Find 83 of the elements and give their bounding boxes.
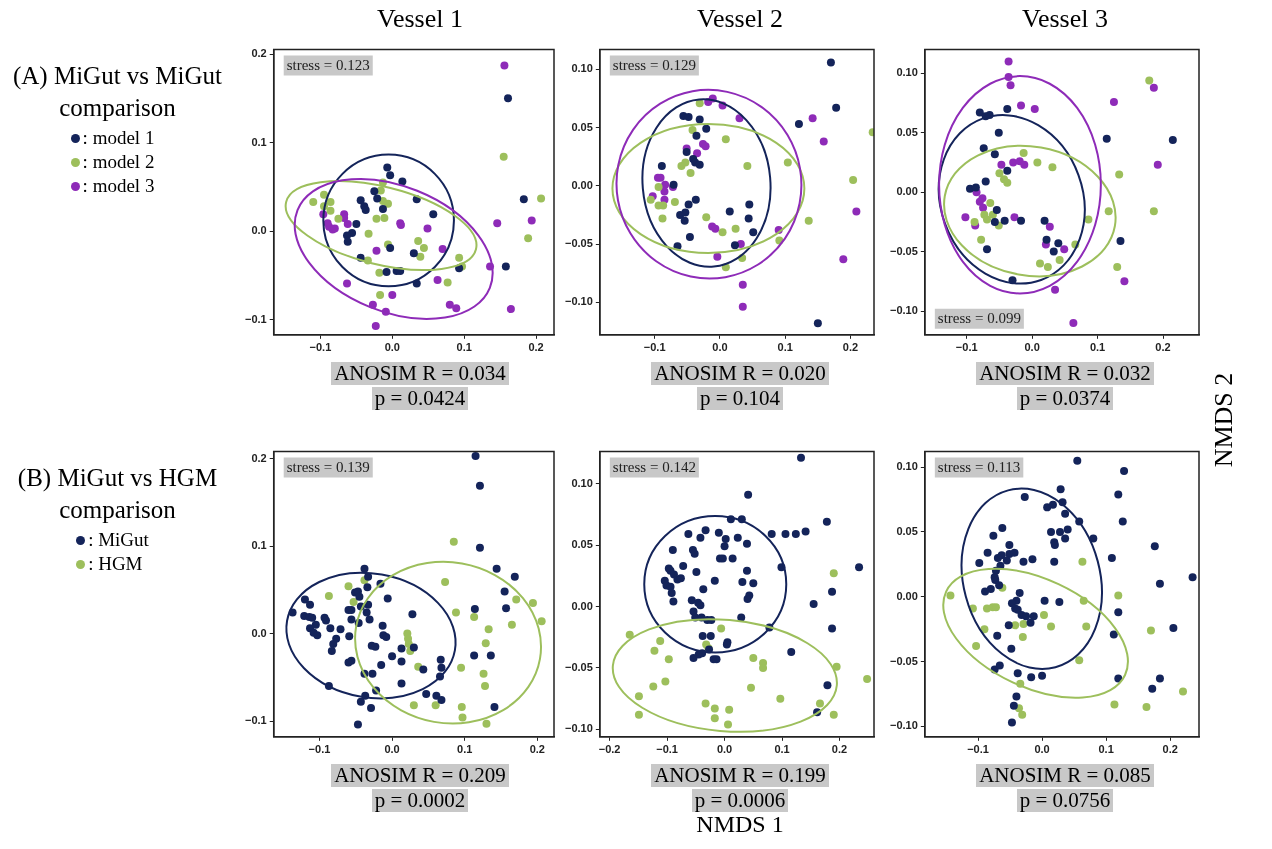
y-tick-label: −0.10: [564, 722, 593, 735]
text: ANOSIM R = 0.020: [651, 361, 829, 385]
y-tick-label: 0.10: [896, 460, 918, 473]
x-tick-label: −0.1: [308, 743, 331, 756]
y-tick-label: 0.00: [571, 178, 593, 191]
y-tick-label: −0.10: [889, 719, 918, 732]
y-tick-label: 0.2: [251, 47, 267, 60]
legend-title: (A) MiGut vs MiGut comparison: [11, 61, 223, 123]
x-tick-label: −0.2: [598, 743, 621, 756]
text: p = 0.0006: [691, 788, 789, 812]
chart-title: Vessel 1: [376, 4, 464, 34]
annotation: stress = 0.139: [286, 458, 370, 475]
y-tick-label: 0.1: [251, 135, 267, 148]
legend-label: : MiGut: [88, 528, 149, 552]
y-tick-label: −0.10: [889, 304, 918, 317]
x-tick-label: 0.2: [1162, 743, 1178, 756]
text: p = 0.104: [696, 386, 784, 410]
chart-title: Vessel 2: [696, 4, 784, 34]
y-tick-label: −0.1: [245, 714, 267, 727]
text: p = 0.0002: [371, 788, 469, 812]
x-tick-label: −0.1: [967, 743, 989, 756]
legend-label: : model 2: [82, 150, 155, 174]
text: p = 0.0424: [371, 386, 469, 410]
y-tick-label: −0.1: [245, 312, 267, 325]
annotation: stress = 0.142: [612, 458, 696, 475]
x-tick-label: 0.1: [777, 341, 793, 354]
chart-title: Vessel 3: [1021, 4, 1109, 34]
text: p = 0.0756: [1016, 788, 1114, 812]
y-tick-label: −0.10: [564, 295, 593, 308]
y-tick-label: 0.2: [251, 451, 267, 464]
annotation: stress = 0.129: [612, 56, 696, 73]
x-axis-title: NMDS 1: [696, 811, 785, 838]
x-tick-label: 0.2: [1155, 341, 1171, 354]
text: ANOSIM R = 0.199: [651, 763, 829, 787]
x-tick-label: 0.0: [1034, 743, 1050, 756]
annotation: stress = 0.123: [286, 56, 370, 73]
y-tick-label: 0.00: [571, 599, 593, 612]
x-tick-label: 0.2: [831, 743, 848, 756]
x-tick-label: 0.2: [529, 743, 545, 756]
x-tick-label: 0.2: [528, 341, 544, 354]
y-tick-label: −0.05: [564, 237, 593, 250]
x-tick-label: 0.1: [457, 743, 473, 756]
y-tick-label: 0.10: [571, 476, 593, 489]
text: p = 0.0374: [1016, 386, 1114, 410]
x-tick-label: 0.0: [384, 341, 400, 354]
y-tick-label: 0.10: [896, 66, 918, 79]
x-tick-label: 0.0: [716, 743, 733, 756]
text: ANOSIM R = 0.034: [331, 361, 509, 385]
y-tick-label: 0.05: [571, 120, 593, 133]
x-tick-label: −0.1: [309, 341, 332, 354]
x-tick-label: 0.1: [1098, 743, 1114, 756]
y-tick-label: −0.05: [889, 654, 918, 667]
text: ANOSIM R = 0.209: [331, 763, 509, 787]
annotation: stress = 0.113: [937, 458, 1021, 475]
x-tick-label: 0.1: [774, 743, 790, 756]
y-tick-label: −0.05: [564, 660, 593, 673]
text: ANOSIM R = 0.032: [976, 361, 1154, 385]
x-tick-label: 0.0: [384, 743, 400, 756]
x-tick-label: 0.0: [712, 341, 728, 354]
x-tick-label: 0.2: [842, 341, 859, 354]
legend-label: : model 1: [82, 126, 155, 150]
x-tick-label: −0.1: [656, 743, 678, 756]
y-tick-label: 0.0: [251, 224, 267, 237]
x-tick-label: 0.1: [1089, 341, 1106, 354]
y-tick-label: 0.05: [896, 125, 918, 138]
x-tick-label: −0.1: [643, 341, 666, 354]
y-axis-title: NMDS 2: [1209, 372, 1239, 468]
y-tick-label: 0.05: [571, 538, 593, 551]
annotation: stress = 0.099: [937, 309, 1021, 326]
text: ANOSIM R = 0.085: [976, 763, 1154, 787]
y-tick-label: 0.10: [571, 62, 593, 75]
legend-title: (B) MiGut vs HGM comparison: [16, 463, 219, 525]
y-tick-label: −0.05: [889, 244, 918, 257]
y-tick-label: 0.1: [251, 539, 267, 552]
y-tick-label: 0.05: [896, 525, 918, 538]
x-tick-label: −0.1: [955, 341, 978, 354]
y-tick-label: 0.00: [896, 185, 918, 198]
legend-label: : HGM: [88, 552, 143, 576]
legend-label: : model 3: [82, 174, 155, 198]
y-tick-label: 0.0: [251, 626, 267, 639]
x-tick-label: 0.0: [1024, 341, 1040, 354]
y-tick-label: 0.00: [896, 589, 918, 602]
x-tick-label: 0.1: [456, 341, 472, 354]
